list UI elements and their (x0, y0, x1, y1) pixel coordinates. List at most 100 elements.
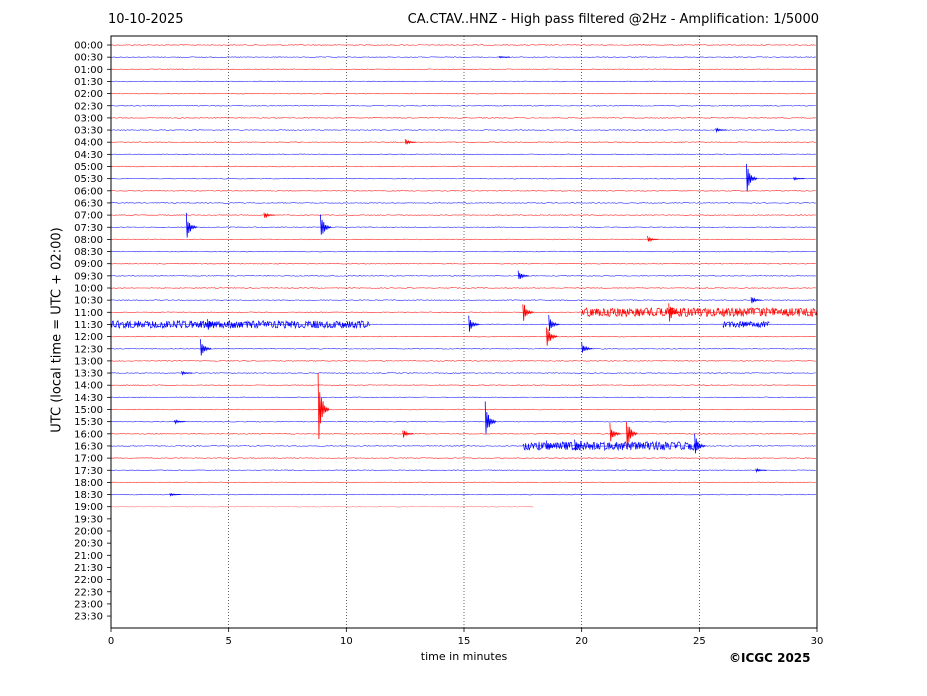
trace-11:00 (110, 311, 816, 314)
trace-14:30 (110, 396, 816, 399)
x-tick-label: 5 (225, 636, 231, 647)
y-tick-label: 15:30 (74, 417, 103, 428)
event-16:00-21.9 (625, 422, 638, 448)
y-tick-label: 03:30 (74, 126, 103, 137)
y-tick-label: 09:00 (74, 259, 103, 270)
trace-16:00 (110, 433, 816, 435)
trace-13:30 (110, 372, 816, 374)
event-15:30-2.7 (174, 418, 186, 425)
y-tick-label: 06:30 (74, 198, 103, 209)
burst-11:30 (722, 320, 770, 329)
x-tick-label: 15 (458, 636, 471, 647)
event-09:30-17.3 (517, 270, 530, 280)
event-18:30-2.5 (169, 492, 181, 497)
y-tick-label: 08:00 (74, 235, 103, 246)
y-tick-label: 10:30 (74, 296, 103, 307)
event-04:00-12.5 (404, 139, 416, 145)
event-11:00-23.7 (668, 303, 680, 322)
x-tick-label: 30 (811, 636, 824, 647)
event-16:00-12.4 (402, 430, 414, 438)
trace-19:00 (110, 505, 534, 508)
trace-00:30 (110, 56, 816, 58)
trace-07:30 (110, 226, 816, 228)
y-tick-label: 17:30 (74, 466, 103, 477)
plot-frame (110, 35, 818, 629)
trace-04:30 (110, 153, 816, 156)
event-11:30-4.1 (207, 319, 219, 330)
date-label: 10-10-2025 (108, 12, 184, 27)
y-tick-label: 02:00 (74, 89, 103, 100)
trace-14:00 (110, 384, 816, 386)
y-tick-label: 13:30 (74, 369, 103, 380)
y-tick-label: 23:30 (74, 612, 103, 623)
trace-08:00 (110, 238, 816, 241)
x-tick-label: 20 (575, 636, 588, 647)
y-tick-label: 00:30 (74, 53, 103, 64)
y-tick-label: 00:00 (74, 41, 103, 52)
x-tick-label: 0 (108, 636, 114, 647)
event-00:30-16.5 (498, 55, 511, 59)
y-tick-label: 04:30 (74, 150, 103, 161)
y-tick-label: 21:30 (74, 563, 103, 574)
trace-15:00 (110, 408, 816, 411)
trace-05:30 (110, 177, 816, 180)
event-07:30-3.2 (185, 212, 198, 238)
trace-17:30 (110, 469, 816, 471)
copyright-label: ©ICGC 2025 (729, 651, 811, 665)
trace-02:00 (110, 92, 816, 95)
trace-00:00 (110, 44, 816, 46)
event-12:30-3.8 (200, 339, 212, 356)
trace-13:00 (110, 360, 816, 362)
y-tick-label: 18:00 (74, 478, 103, 489)
y-tick-label: 03:00 (74, 113, 103, 124)
event-10:30-27.2 (750, 297, 762, 304)
y-tick-label: 07:30 (74, 223, 103, 234)
event-03:30-25.7 (715, 127, 727, 134)
event-15:30-15.9 (484, 401, 497, 434)
y-tick-label: 05:30 (74, 174, 103, 185)
burst-11:00 (581, 306, 818, 318)
y-tick-label: 14:30 (74, 393, 103, 404)
event-17:30-27.4 (755, 467, 767, 474)
y-tick-label: 16:30 (74, 441, 103, 452)
y-tick-label: 07:00 (74, 211, 103, 222)
trace-18:00 (110, 481, 816, 484)
event-05:30-29 (793, 176, 805, 181)
event-16:30-19.7 (574, 439, 586, 450)
x-tick-label: 25 (693, 636, 706, 647)
trace-01:30 (110, 80, 816, 83)
trace-10:00 (110, 287, 816, 289)
event-15:00-8.8 (317, 373, 330, 440)
y-tick-label: 09:30 (74, 271, 103, 282)
trace-12:30 (110, 348, 816, 350)
y-tick-label: 15:00 (74, 405, 103, 416)
y-tick-label: 14:00 (74, 381, 103, 392)
trace-04:00 (110, 141, 816, 143)
trace-07:00 (110, 214, 816, 216)
event-13:30-3 (181, 370, 193, 376)
y-tick-label: 16:00 (74, 429, 103, 440)
event-07:30-8.9 (320, 214, 332, 235)
burst-16:30 (522, 440, 699, 452)
y-axis-label: UTC (local time = UTC + 02:00) (49, 227, 65, 433)
trace-10:30 (110, 299, 816, 301)
y-tick-label: 19:00 (74, 502, 103, 513)
y-tick-label: 06:00 (74, 186, 103, 197)
trace-02:30 (110, 105, 816, 107)
y-tick-label: 08:30 (74, 247, 103, 258)
y-tick-label: 19:30 (74, 514, 103, 525)
y-tick-label: 12:00 (74, 332, 103, 343)
y-tick-label: 13:00 (74, 356, 103, 367)
y-tick-label: 01:30 (74, 77, 103, 88)
burst-11:30 (110, 319, 370, 330)
event-16:30-18.5 (545, 440, 558, 450)
trace-01:00 (110, 68, 816, 71)
y-tick-label: 02:30 (74, 101, 103, 112)
trace-17:00 (110, 457, 816, 459)
event-11:30-15.2 (468, 315, 480, 332)
trace-15:30 (110, 420, 816, 423)
chart-title: CA.CTAV..HNZ - High pass filtered @2Hz -… (407, 12, 819, 27)
event-12:30-20 (581, 342, 593, 353)
trace-12:00 (110, 335, 816, 338)
event-05:30-27 (746, 163, 758, 192)
